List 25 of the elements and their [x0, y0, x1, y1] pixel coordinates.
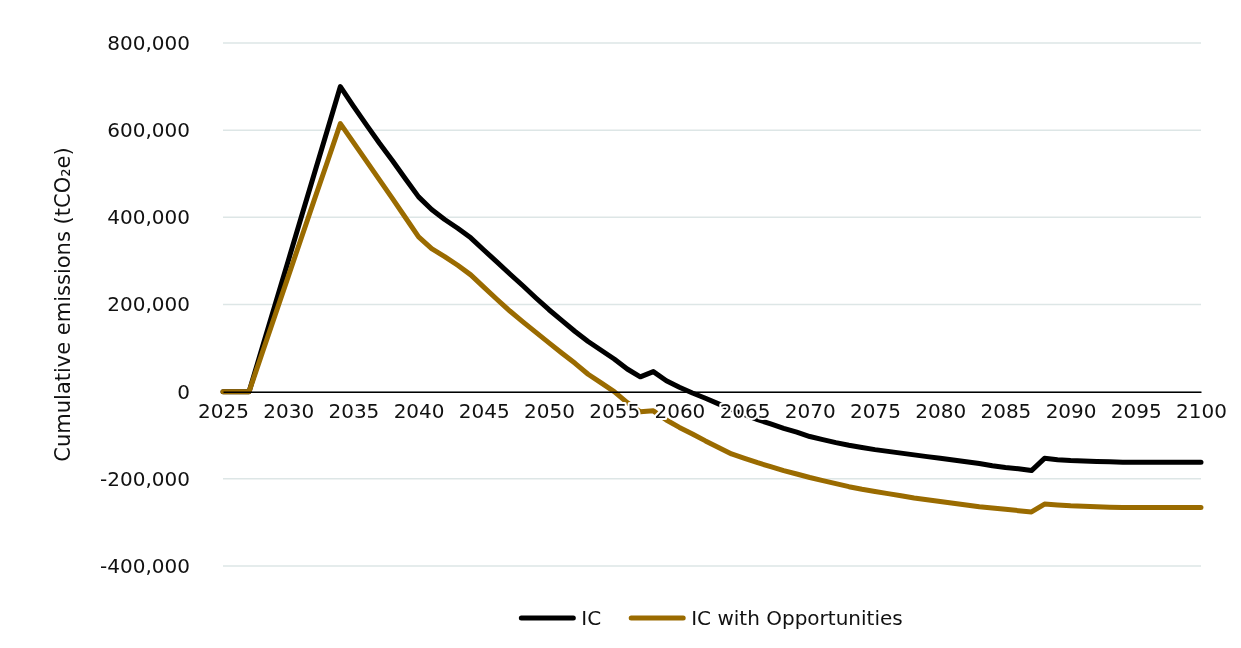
y-tick-label: 200,000	[107, 292, 190, 317]
x-tick-label: 2090	[1045, 398, 1097, 423]
x-tick-label: 2085	[980, 398, 1032, 423]
y-tick-label: 0	[177, 379, 190, 404]
y-tick-label: 400,000	[107, 205, 190, 230]
legend-label: IC	[581, 606, 602, 630]
y-tick-label: -400,000	[100, 553, 190, 578]
y-tick-label: 800,000	[107, 30, 190, 55]
x-tick-label: 2095	[1110, 398, 1162, 423]
legend-label: IC with Opportunities	[691, 606, 903, 630]
x-tick-label: 2040	[393, 398, 445, 423]
y-axis-title: Cumulative emissions (tCO₂e)	[51, 147, 75, 462]
x-tick-label: 2080	[915, 398, 967, 423]
x-tick-label: 2050	[524, 398, 575, 423]
x-tick-label: 2025	[198, 398, 249, 423]
x-tick-label: 2035	[328, 398, 380, 423]
x-tick-label: 2060	[654, 398, 706, 423]
x-tick-label: 2030	[263, 398, 315, 423]
y-tick-label: 600,000	[107, 118, 190, 143]
y-tick-label: -200,000	[100, 466, 190, 491]
x-tick-label: 2070	[784, 398, 836, 423]
x-tick-label: 2055	[589, 398, 641, 423]
x-tick-label: 2075	[850, 398, 901, 423]
x-tick-label: 2100	[1176, 398, 1227, 423]
x-tick-label: 2045	[458, 398, 510, 423]
